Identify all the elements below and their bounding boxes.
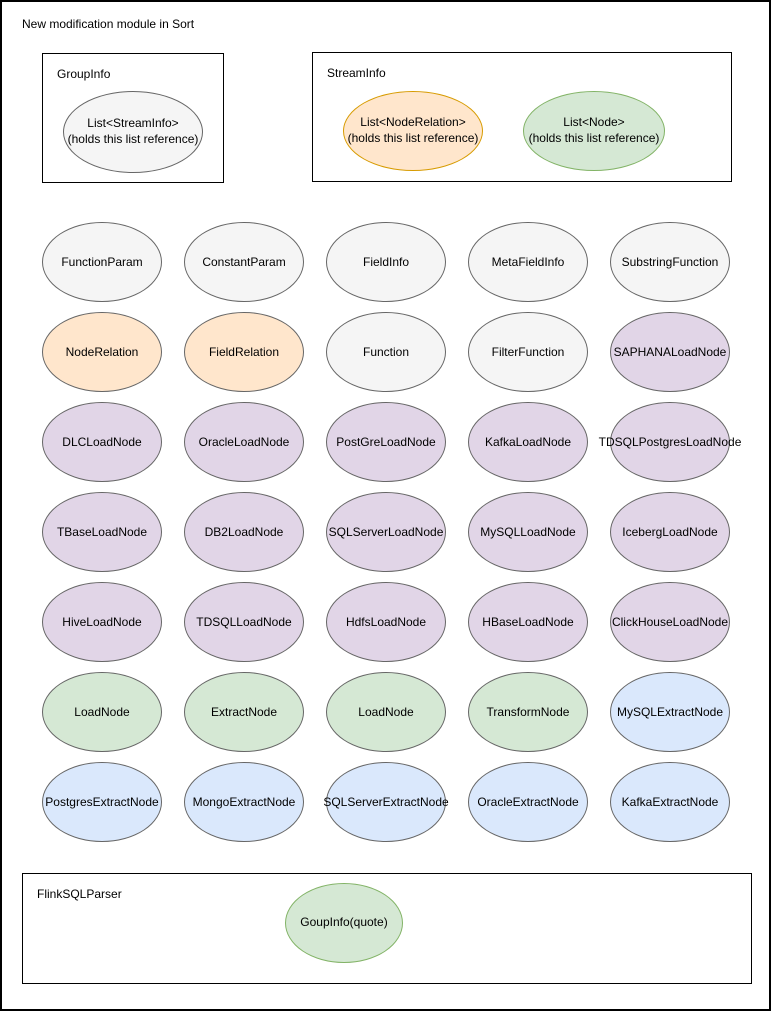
node-label: FilterFunction xyxy=(491,345,565,359)
node-label: PostGreLoadNode xyxy=(336,435,436,449)
node-ellipse[interactable]: PostgresExtractNode xyxy=(42,762,162,842)
node-ellipse[interactable]: OracleExtractNode xyxy=(468,762,588,842)
node-ellipse[interactable]: FilterFunction xyxy=(468,312,588,392)
node-label: MetaFieldInfo xyxy=(491,255,565,269)
node-label: IcebergLoadNode xyxy=(622,525,718,539)
node-ellipse[interactable]: TransformNode xyxy=(468,672,588,752)
node-ellipse[interactable]: SQLServerExtractNode xyxy=(323,762,449,842)
node-ellipse[interactable]: LoadNode xyxy=(42,672,162,752)
ellipse-line1: List<StreamInfo> xyxy=(87,116,179,131)
node-ellipse[interactable]: FieldInfo xyxy=(326,222,446,302)
ellipse-line2: (holds this list reference) xyxy=(67,132,199,146)
list-node-ellipse[interactable]: List<Node> (holds this list reference) xyxy=(523,91,665,171)
node-ellipse[interactable]: HdfsLoadNode xyxy=(326,582,446,662)
stream-info-container[interactable]: StreamInfo List<NodeRelation> (holds thi… xyxy=(312,52,732,182)
node-label: SQLServerLoadNode xyxy=(328,525,444,539)
node-ellipse[interactable]: MySQLLoadNode xyxy=(468,492,588,572)
node-label: ConstantParam xyxy=(202,255,286,269)
node-ellipse[interactable]: ConstantParam xyxy=(184,222,304,302)
node-label: OracleExtractNode xyxy=(477,795,579,809)
ellipse-line2: (holds this list reference) xyxy=(347,131,479,145)
ellipse-line1: List<NodeRelation> xyxy=(360,115,466,130)
node-ellipse[interactable]: FunctionParam xyxy=(42,222,162,302)
node-label: SubstringFunction xyxy=(621,255,719,269)
stream-info-label: StreamInfo xyxy=(327,66,386,80)
list-noderelation-ellipse[interactable]: List<NodeRelation> (holds this list refe… xyxy=(343,91,483,171)
node-ellipse[interactable]: LoadNode xyxy=(326,672,446,752)
node-ellipse[interactable]: KafkaExtractNode xyxy=(610,762,730,842)
ellipse-label: GoupInfo(quote) xyxy=(300,915,388,930)
group-info-container[interactable]: GroupInfo List<StreamInfo> (holds this l… xyxy=(42,53,224,183)
node-ellipse[interactable]: ClickHouseLoadNode xyxy=(610,582,730,662)
node-ellipse[interactable]: ExtractNode xyxy=(184,672,304,752)
node-label: TDSQLPostgresLoadNode xyxy=(598,435,742,449)
node-ellipse[interactable]: DB2LoadNode xyxy=(184,492,304,572)
node-label: ClickHouseLoadNode xyxy=(611,615,729,629)
node-ellipse[interactable]: MySQLExtractNode xyxy=(610,672,730,752)
node-label: ExtractNode xyxy=(210,705,278,719)
node-ellipse[interactable]: SAPHANALoadNode xyxy=(610,312,730,392)
node-label: Function xyxy=(362,345,410,359)
node-ellipse[interactable]: MetaFieldInfo xyxy=(468,222,588,302)
flinksqlparser-label: FlinkSQLParser xyxy=(37,887,122,901)
node-label: DLCLoadNode xyxy=(62,435,142,449)
node-ellipse[interactable]: NodeRelation xyxy=(42,312,162,392)
node-label: LoadNode xyxy=(358,705,414,719)
node-label: FunctionParam xyxy=(61,255,143,269)
list-streaminfo-text: List<StreamInfo> (holds this list refere… xyxy=(68,116,199,147)
node-label: TBaseLoadNode xyxy=(56,525,148,539)
ellipse-line2: (holds this list reference) xyxy=(528,131,660,145)
node-label: PostgresExtractNode xyxy=(45,795,159,809)
node-label: SAPHANALoadNode xyxy=(613,345,727,359)
list-streaminfo-ellipse[interactable]: List<StreamInfo> (holds this list refere… xyxy=(63,91,203,173)
node-label: HBaseLoadNode xyxy=(482,615,574,629)
diagram-title: New modification module in Sort xyxy=(22,17,195,31)
goupinfo-quote-ellipse[interactable]: GoupInfo(quote) xyxy=(285,883,403,963)
node-label: NodeRelation xyxy=(65,345,139,359)
node-ellipse[interactable]: Function xyxy=(326,312,446,392)
node-label: KafkaLoadNode xyxy=(484,435,572,449)
node-ellipse[interactable]: FieldRelation xyxy=(184,312,304,392)
node-label: TransformNode xyxy=(486,705,570,719)
node-label: MongoExtractNode xyxy=(192,795,296,809)
node-ellipse[interactable]: TDSQLLoadNode xyxy=(184,582,304,662)
node-grid: FunctionParam ConstantParam FieldInfo MetaF… xyxy=(42,222,741,842)
list-node-text: List<Node> (holds this list reference) xyxy=(529,115,660,146)
node-ellipse[interactable]: KafkaLoadNode xyxy=(468,402,588,482)
node-ellipse[interactable]: TBaseLoadNode xyxy=(42,492,162,572)
node-label: SQLServerExtractNode xyxy=(323,795,449,809)
node-label: TDSQLLoadNode xyxy=(196,615,292,629)
node-label: FieldRelation xyxy=(208,345,280,359)
node-ellipse[interactable]: TDSQLPostgresLoadNode xyxy=(599,402,741,482)
flinksqlparser-container[interactable]: FlinkSQLParser GoupInfo(quote) xyxy=(22,873,752,984)
node-ellipse[interactable]: HBaseLoadNode xyxy=(468,582,588,662)
node-label: MySQLExtractNode xyxy=(616,705,724,719)
node-ellipse[interactable]: SubstringFunction xyxy=(610,222,730,302)
node-ellipse[interactable]: HiveLoadNode xyxy=(42,582,162,662)
node-label: HiveLoadNode xyxy=(62,615,142,629)
node-ellipse[interactable]: PostGreLoadNode xyxy=(326,402,446,482)
list-noderelation-text: List<NodeRelation> (holds this list refe… xyxy=(348,115,479,146)
ellipse-line1: List<Node> xyxy=(563,115,625,130)
node-label: OracleLoadNode xyxy=(198,435,290,449)
node-ellipse[interactable]: DLCLoadNode xyxy=(42,402,162,482)
node-ellipse[interactable]: MongoExtractNode xyxy=(184,762,304,842)
group-info-label: GroupInfo xyxy=(57,67,111,81)
node-label: LoadNode xyxy=(74,705,130,719)
node-label: HdfsLoadNode xyxy=(345,615,427,629)
node-ellipse[interactable]: OracleLoadNode xyxy=(184,402,304,482)
node-label: FieldInfo xyxy=(362,255,410,269)
node-label: DB2LoadNode xyxy=(204,525,284,539)
node-ellipse[interactable]: SQLServerLoadNode xyxy=(326,492,446,572)
node-label: MySQLLoadNode xyxy=(480,525,576,539)
node-label: KafkaExtractNode xyxy=(621,795,719,809)
node-ellipse[interactable]: IcebergLoadNode xyxy=(610,492,730,572)
